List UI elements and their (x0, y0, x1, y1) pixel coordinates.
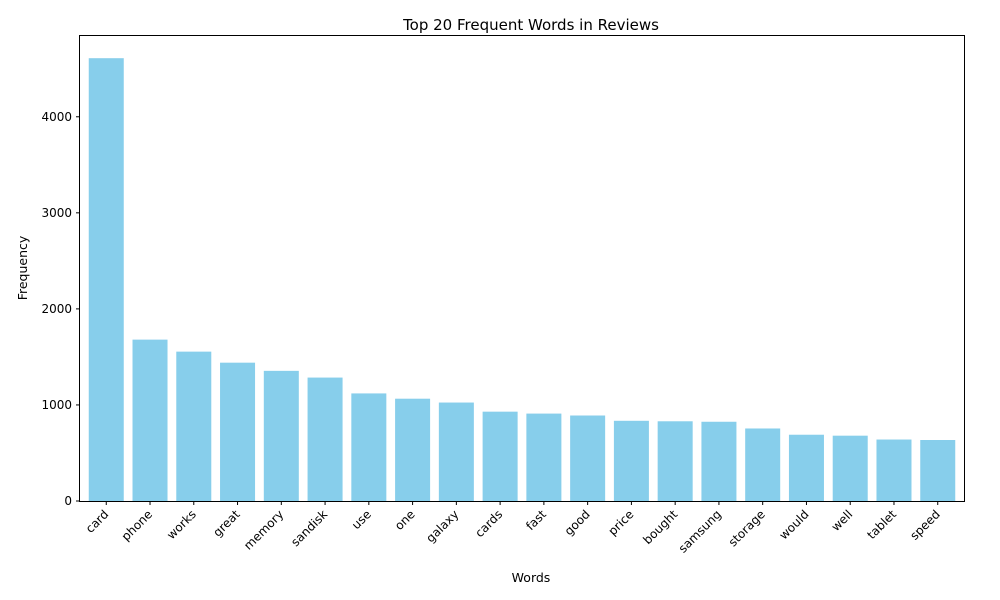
y-axis-label: Frequency (15, 235, 30, 300)
bar-bought (657, 421, 693, 501)
bar-storage (745, 428, 781, 501)
bars-group (88, 58, 956, 501)
x-tick-label-galaxy: galaxy (423, 507, 461, 545)
y-axis: 0 1000 2000 3000 4000 (41, 110, 80, 508)
x-tick-label-tablet: tablet (864, 507, 899, 542)
chart-title: Top 20 Frequent Words in Reviews (402, 16, 659, 34)
bar-memory (263, 370, 299, 501)
x-tick-label-speed: speed (907, 507, 943, 543)
x-tick-label-sandisk: sandisk (288, 507, 330, 549)
bar-good (570, 415, 606, 501)
bar-galaxy (438, 402, 474, 501)
bar-tablet (876, 439, 912, 501)
bar-card (88, 58, 124, 501)
bar-one (395, 398, 431, 501)
bar-would (788, 434, 824, 501)
y-tick-label-4000: 4000 (41, 110, 72, 124)
x-tick-label-works: works (164, 507, 199, 542)
x-tick-label-one: one (392, 507, 418, 533)
x-tick-label-use: use (349, 507, 374, 532)
x-tick-label-good: good (562, 507, 593, 538)
bar-great (220, 362, 256, 501)
x-axis-label: Words (512, 570, 551, 585)
x-tick-label-card: card (83, 507, 111, 535)
x-tick-label-would: would (776, 507, 811, 542)
bar-cards (482, 411, 518, 501)
x-tick-label-cards: cards (472, 507, 505, 540)
bar-samsung (701, 421, 737, 501)
x-tick-label-price: price (606, 507, 637, 538)
x-tick-label-memory: memory (241, 507, 286, 552)
bar-fast (526, 413, 562, 501)
y-tick-label-1000: 1000 (41, 398, 72, 412)
bar-sandisk (307, 377, 343, 501)
bar-price (613, 420, 649, 501)
x-tick-label-great: great (210, 507, 243, 540)
x-tick-label-phone: phone (119, 507, 155, 543)
x-tick-label-storage: storage (726, 507, 768, 549)
y-tick-label-3000: 3000 (41, 206, 72, 220)
x-tick-label-bought: bought (640, 507, 680, 547)
bar-works (176, 351, 212, 501)
x-tick-label-samsung: samsung (676, 507, 724, 555)
y-tick-label-0: 0 (64, 494, 72, 508)
bar-speed (920, 440, 956, 501)
bar-phone (132, 339, 168, 501)
plot-frame (79, 35, 965, 502)
y-tick-label-2000: 2000 (41, 302, 72, 316)
x-tick-label-fast: fast (523, 507, 549, 533)
bar-use (351, 393, 387, 501)
bar-well (832, 435, 868, 501)
x-tick-label-well: well (829, 507, 856, 534)
